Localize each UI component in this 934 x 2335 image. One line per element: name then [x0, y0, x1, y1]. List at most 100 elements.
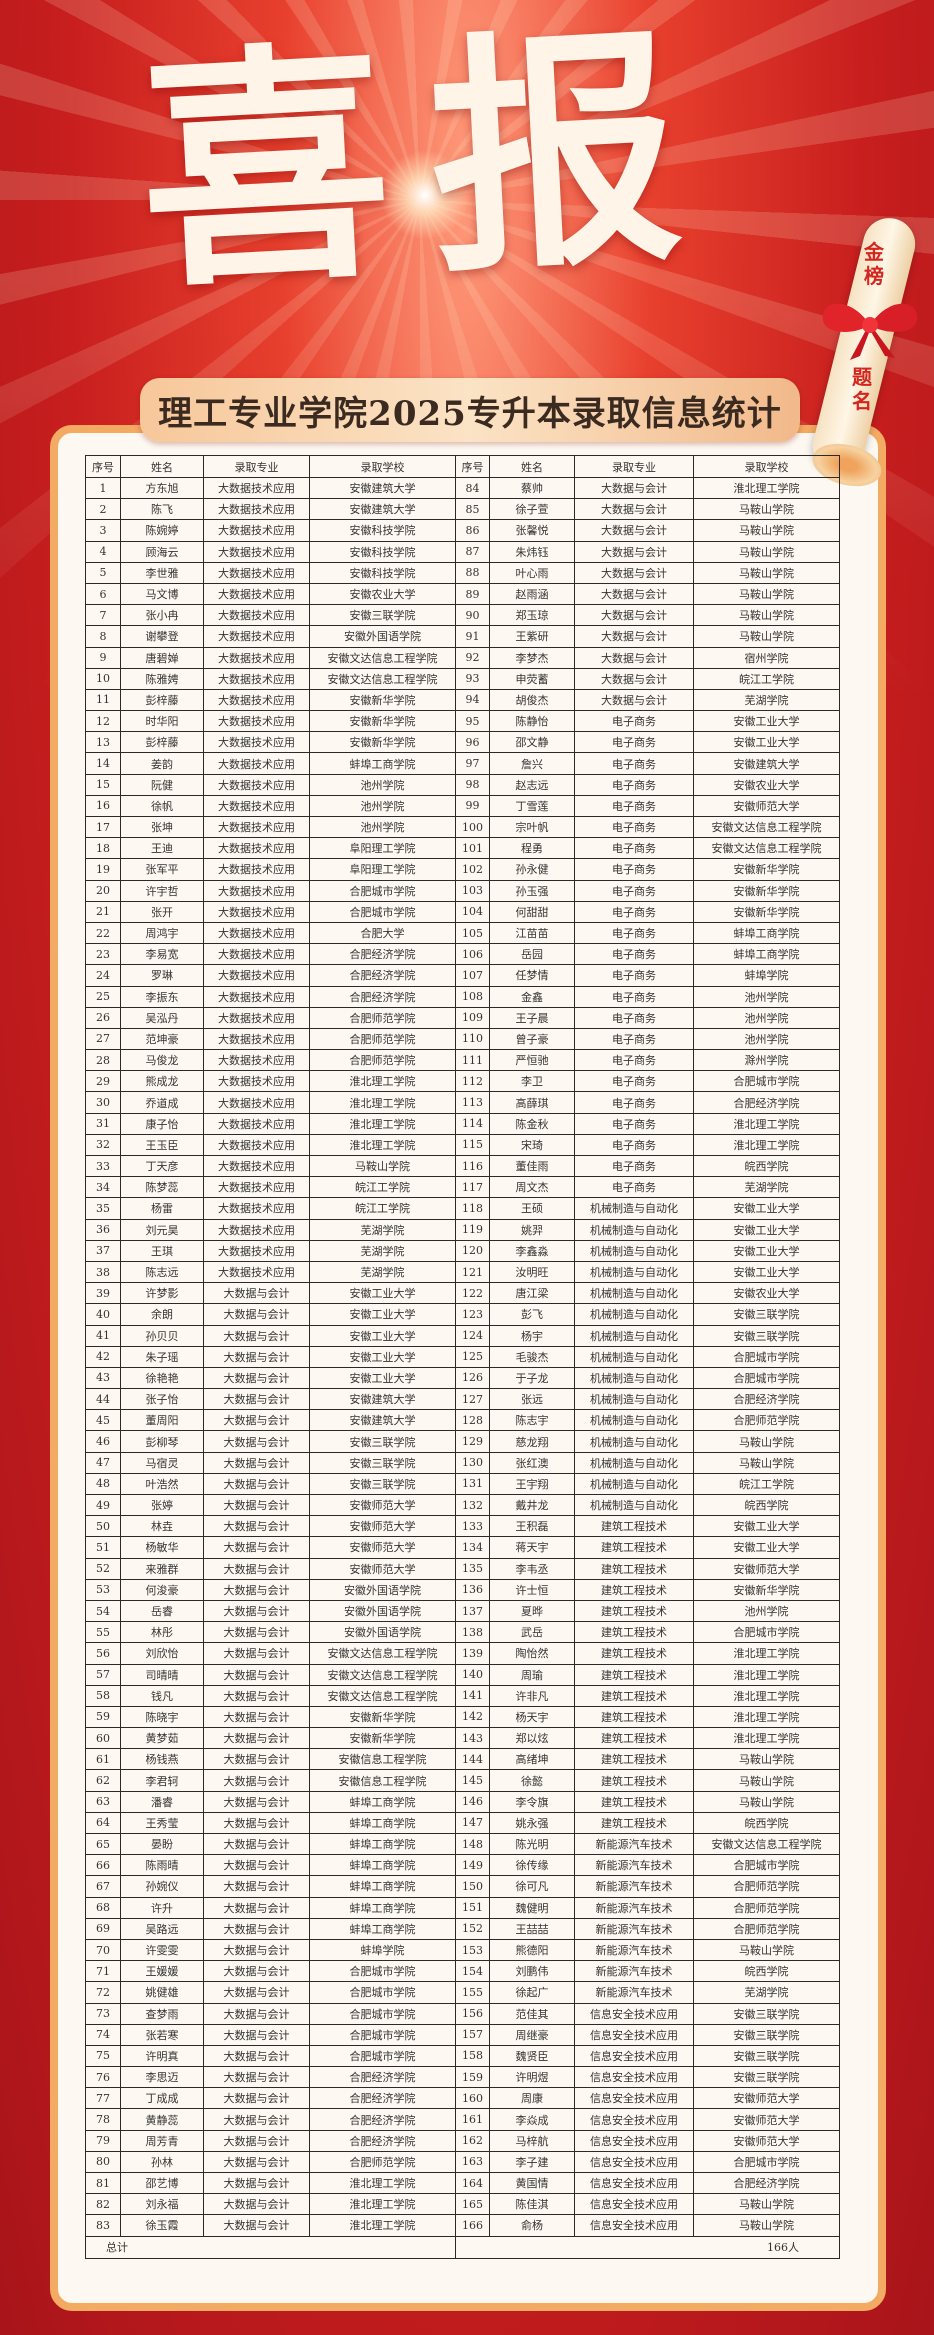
cell-index: 49: [85, 1493, 121, 1517]
cell-school: 蚌埠学院: [693, 964, 840, 987]
cell-index: 165: [455, 2193, 490, 2216]
cell-school: 池州学院: [309, 794, 456, 818]
cell-school: 安徽农业大学: [309, 582, 456, 606]
cell-name: 毛骏杰: [489, 1345, 575, 1368]
cell-major: 大数据技术应用: [203, 667, 310, 690]
cell-school: 安徽三联学院: [693, 2023, 840, 2046]
cell-major: 大数据与会计: [203, 1409, 310, 1432]
cell-school: 马鞍山学院: [693, 1430, 840, 1453]
cell-index: 51: [85, 1536, 121, 1559]
table-row: 58 钱凡 大数据与会计 安徽文达信息工程学院 141 许非凡 建筑工程技术 淮北理工学院: [85, 1684, 840, 1707]
cell-index: 47: [85, 1451, 121, 1474]
cell-name: 许升: [120, 1896, 204, 1919]
cell-name: 陈佳淇: [489, 2193, 575, 2216]
cell-major: 电子商务: [574, 794, 694, 818]
cell-major: 大数据与会计: [203, 1472, 310, 1496]
cell-index: 63: [85, 1790, 121, 1813]
cell-name: 杨钱燕: [120, 1748, 204, 1771]
cell-index: 146: [455, 1790, 490, 1813]
cell-school: 安徽工业大学: [309, 1366, 456, 1390]
cell-index: 157: [455, 2023, 490, 2046]
cell-name: 王琪: [120, 1239, 204, 1262]
cell-index: 43: [85, 1366, 121, 1390]
cell-name: 邵艺博: [120, 2171, 204, 2195]
cell-school: 安徽师范大学: [309, 1515, 456, 1538]
cell-school: 马鞍山学院: [693, 519, 840, 542]
cell-school: 安徽建筑大学: [309, 1409, 456, 1432]
cell-name: 马宿灵: [120, 1451, 204, 1474]
table-row: 54 岳睿 大数据与会计 安徽外国语学院 137 夏晔 建筑工程技术 池州学院: [85, 1599, 840, 1623]
cell-major: 大数据与会计: [203, 1684, 310, 1707]
cell-name: 熊成龙: [120, 1070, 204, 1093]
cell-school: 池州学院: [693, 985, 840, 1008]
cell-name: 陈雨晴: [120, 1854, 204, 1877]
cell-major: 大数据与会计: [203, 2044, 310, 2068]
cell-school: 安徽信息工程学院: [309, 1748, 456, 1771]
cell-major: 大数据与会计: [203, 1769, 310, 1792]
cell-school: 淮北理工学院: [693, 1684, 840, 1707]
cell-index: 56: [85, 1642, 121, 1665]
cell-major: 大数据技术应用: [203, 498, 310, 521]
cell-school: 安徽工业大学: [309, 1345, 456, 1368]
cell-school: 安徽文达信息工程学院: [309, 1642, 456, 1665]
cell-school: 安徽文达信息工程学院: [693, 1832, 840, 1856]
cell-index: 117: [455, 1176, 490, 1199]
cell-school: 淮北理工学院: [309, 2214, 456, 2237]
cell-name: 朱子瑶: [120, 1345, 204, 1368]
cell-name: 徐可凡: [489, 1875, 575, 1898]
cell-index: 24: [85, 964, 121, 987]
cell-name: 陈光明: [489, 1832, 575, 1856]
cell-name: 彭梓藤: [120, 731, 204, 754]
cell-name: 刘鹏伟: [489, 1960, 575, 1983]
cell-index: 166: [455, 2214, 490, 2237]
table-row: 52 来雅群 大数据与会计 安徽师范大学 135 李韦丞 建筑工程技术 安徽师范大学: [85, 1557, 840, 1580]
cell-major: 大数据技术应用: [203, 837, 310, 860]
cell-school: 皖江工学院: [693, 667, 840, 690]
cell-name: 彭飞: [489, 1303, 575, 1326]
cell-name: 李韦丞: [489, 1557, 575, 1580]
cell-index: 32: [85, 1133, 121, 1157]
cell-major: 大数据与会计: [203, 1430, 310, 1453]
cell-index: 80: [85, 2150, 121, 2174]
cell-name: 张小冉: [120, 604, 204, 627]
cell-index: 81: [85, 2171, 121, 2195]
cell-school: 安徽建筑大学: [309, 1388, 456, 1411]
cell-index: 70: [85, 1938, 121, 1962]
cell-major: 电子商务: [574, 1006, 694, 1029]
cell-major: 大数据与会计: [203, 1981, 310, 2004]
cell-index: 72: [85, 1981, 121, 2004]
cell-index: 5: [85, 561, 121, 584]
table-row: 48 叶浩然 大数据与会计 安徽三联学院 131 王宇翔 机械制造与自动化 皖江工学院: [85, 1472, 840, 1496]
cell-index: 25: [85, 985, 121, 1008]
cell-school: 合肥城市学院: [309, 1981, 456, 2004]
cell-name: 张远: [489, 1388, 575, 1411]
table-row: 32 王玉臣 大数据技术应用 淮北理工学院 115 宋琦 电子商务 淮北理工学院: [85, 1133, 840, 1157]
cell-major: 大数据技术应用: [203, 1070, 310, 1093]
table-row: 34 陈梦蕊 大数据技术应用 皖江工学院 117 周文杰 电子商务 芜湖学院: [85, 1176, 840, 1199]
cell-school: 淮北理工学院: [309, 1112, 456, 1135]
table-row: 11 彭梓藤 大数据技术应用 安徽新华学院 94 胡俊杰 大数据与会计 芜湖学院: [85, 688, 840, 712]
cell-major: 信息安全技术应用: [574, 2150, 694, 2174]
cell-major: 大数据与会计: [203, 1621, 310, 1644]
cell-name: 詹兴: [489, 752, 575, 775]
cell-major: 大数据与会计: [203, 1727, 310, 1750]
cell-name: 王迪: [120, 837, 204, 860]
cell-school: 淮北理工学院: [693, 1112, 840, 1135]
cell-name: 陈志远: [120, 1260, 204, 1284]
cell-school: 合肥经济学院: [309, 985, 456, 1008]
cell-name: 夏晔: [489, 1599, 575, 1623]
cell-major: 电子商务: [574, 1091, 694, 1114]
cell-index: 124: [455, 1324, 490, 1347]
table-row: 6 马文博 大数据技术应用 安徽农业大学 89 赵雨涵 大数据与会计 马鞍山学院: [85, 582, 840, 606]
cell-major: 建筑工程技术: [574, 1769, 694, 1792]
table-row: 70 许雯雯 大数据与会计 蚌埠学院 153 熊德阳 新能源汽车技术 马鞍山学院: [85, 1938, 840, 1962]
cell-name: 程勇: [489, 837, 575, 860]
cell-name: 朱炜钰: [489, 540, 575, 563]
cell-index: 82: [85, 2193, 121, 2216]
cell-school: 安徽工业大学: [693, 1260, 840, 1284]
cell-index: 96: [455, 731, 490, 754]
header-major: 录取专业: [574, 455, 694, 478]
table-row: 69 吴路远 大数据与会计 蚌埠工商学院 152 王喆喆 新能源汽车技术 合肥师范学院: [85, 1917, 840, 1940]
cell-school: 安徽三联学院: [693, 1324, 840, 1347]
table-row: 68 许升 大数据与会计 蚌埠工商学院 151 魏健明 新能源汽车技术 合肥师范学院: [85, 1896, 840, 1919]
